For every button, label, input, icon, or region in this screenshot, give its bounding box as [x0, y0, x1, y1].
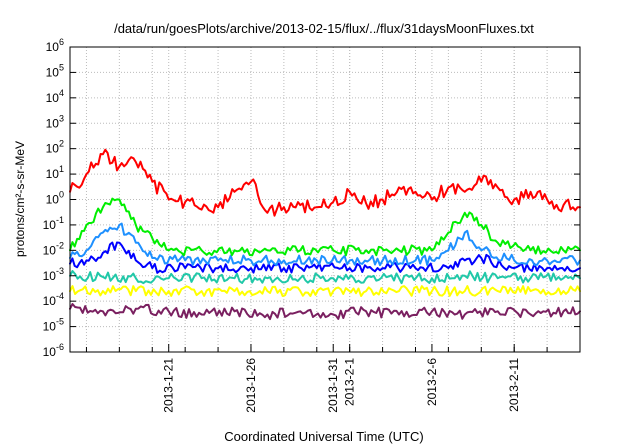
series-line-4 — [69, 241, 581, 274]
y-tick-label: 103 — [46, 113, 64, 130]
grid — [70, 46, 580, 353]
x-tick-label: 2013-2-11 — [507, 358, 521, 412]
x-tick-label: 2013-1-21 — [162, 358, 176, 413]
y-tick-label: 100 — [46, 190, 64, 207]
x-tick-label: 2013-2-6 — [425, 358, 439, 406]
chart-title: /data/run/goesPlots/archive/2013-02-15/f… — [114, 21, 534, 36]
y-tick-label: 105 — [46, 62, 64, 79]
series-line-3 — [69, 270, 581, 285]
x-axis-label: Coordinated Universal Time (UTC) — [224, 429, 423, 444]
x-tick-label: 2013-1-31 — [326, 358, 340, 413]
y-tick-label: 104 — [46, 88, 64, 105]
y-tick-label: 102 — [46, 139, 64, 156]
x-axis: 2013-1-21 2013-1-26 2013-1-31 2013-2-1 2013-… — [85, 344, 548, 413]
x-tick-label: 2013-2-1 — [343, 358, 357, 406]
series-group — [69, 148, 581, 321]
series-line-5 — [69, 222, 581, 267]
y-tick-label: 101 — [46, 164, 64, 181]
y-tick-label: 10-6 — [43, 342, 64, 359]
series-line-6 — [69, 197, 581, 257]
y-tick-label: 10-2 — [43, 240, 64, 257]
y-axis: 10-6 10-5 10-4 10-3 10-2 10-1 100 101 102 103 104 1… — [43, 37, 580, 359]
y-tick-label: 10-4 — [43, 291, 64, 308]
y-tick-label: 10-5 — [43, 317, 64, 334]
y-axis-label: protons/cm²-s-sr-MeV — [13, 141, 27, 257]
y-tick-label: 10-3 — [43, 266, 64, 283]
series-line-7 — [69, 148, 581, 217]
y-tick-label: 10-1 — [43, 215, 64, 232]
series-line-1 — [69, 303, 581, 321]
y-tick-label: 106 — [46, 37, 64, 54]
series-line-2 — [69, 285, 581, 297]
x-tick-label: 2013-1-26 — [244, 358, 258, 413]
